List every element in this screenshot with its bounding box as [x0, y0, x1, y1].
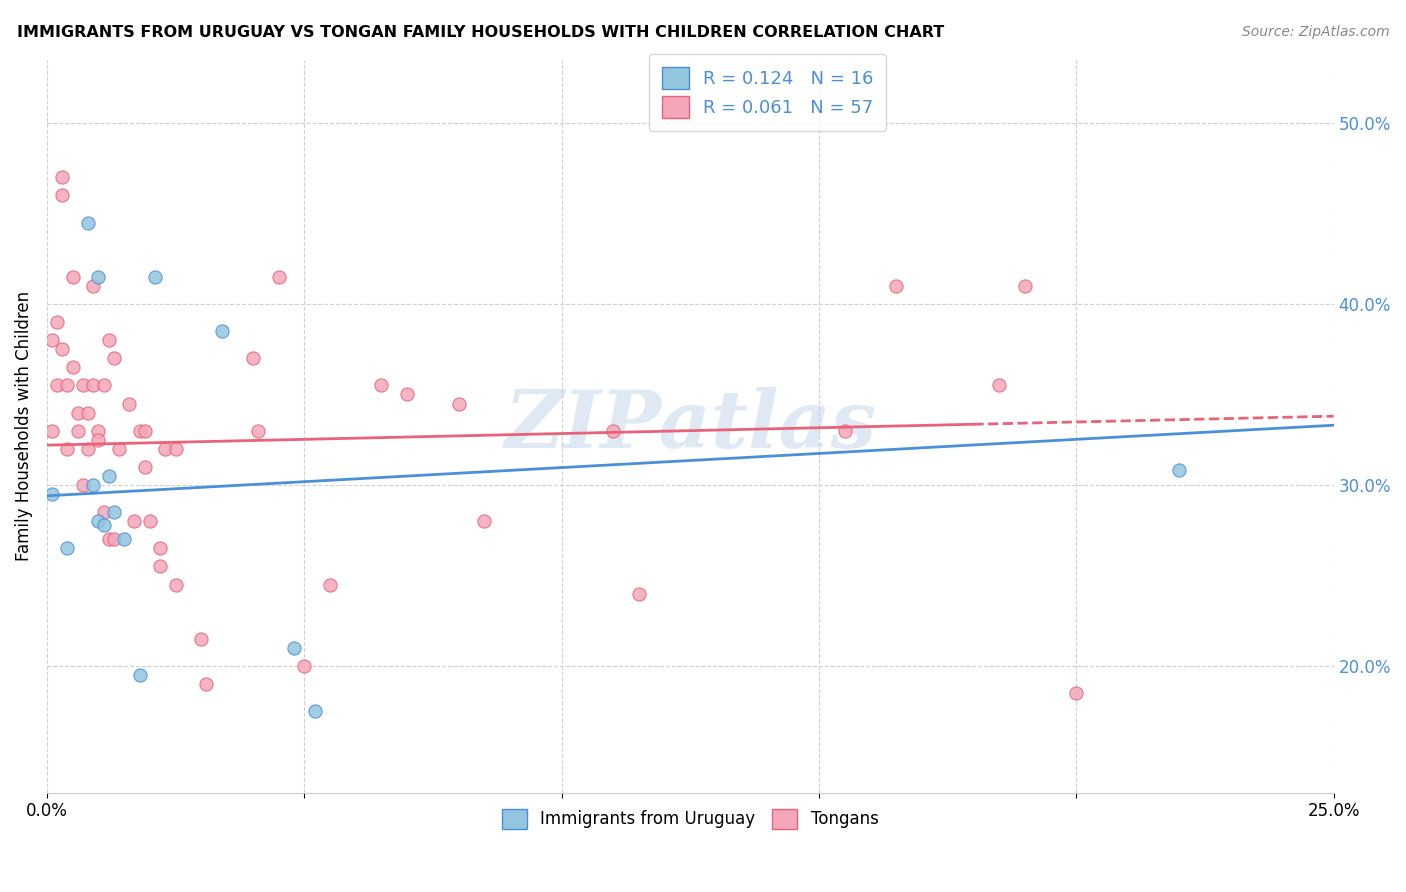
Point [195, 677, 218, 691]
Point [62, 269, 84, 284]
Point [211, 324, 233, 338]
Point [77, 442, 100, 456]
Point [143, 269, 166, 284]
Point [134, 459, 156, 474]
Point [447, 396, 470, 410]
Point [884, 278, 907, 293]
Point [51, 342, 73, 356]
Point [103, 533, 125, 547]
Point [155, 442, 177, 456]
Point [97, 333, 120, 347]
Point [112, 533, 135, 547]
Point [834, 424, 856, 438]
Point [97, 469, 120, 483]
Point [108, 442, 131, 456]
Point [165, 577, 187, 591]
Point [128, 424, 150, 438]
Point [56, 378, 79, 392]
Point [46, 315, 69, 329]
Point [82, 478, 104, 492]
Point [97, 533, 120, 547]
Point [474, 514, 496, 528]
Point [66, 406, 89, 420]
Point [66, 424, 89, 438]
Point [118, 396, 141, 410]
Point [103, 351, 125, 366]
Text: ZIPatlas: ZIPatlas [505, 387, 876, 465]
Point [283, 640, 305, 655]
Point [56, 541, 79, 556]
Point [51, 188, 73, 202]
Point [87, 269, 110, 284]
Point [77, 215, 100, 229]
Point [87, 433, 110, 447]
Point [139, 514, 162, 528]
Point [304, 704, 326, 718]
Point [165, 442, 187, 456]
Point [93, 378, 115, 392]
Point [56, 442, 79, 456]
Point [128, 668, 150, 682]
Y-axis label: Family Households with Children: Family Households with Children [15, 291, 32, 561]
Point [242, 351, 264, 366]
Point [82, 378, 104, 392]
Point [103, 505, 125, 519]
Point [246, 424, 269, 438]
Point [149, 559, 172, 574]
Point [82, 278, 104, 293]
Point [77, 406, 100, 420]
Point [51, 170, 73, 185]
Point [149, 541, 172, 556]
Point [1168, 463, 1191, 477]
Point [602, 424, 624, 438]
Point [988, 378, 1011, 392]
Point [93, 505, 115, 519]
Point [72, 478, 94, 492]
Point [396, 387, 419, 401]
Point [87, 424, 110, 438]
Point [93, 517, 115, 532]
Point [627, 586, 650, 600]
Text: Source: ZipAtlas.com: Source: ZipAtlas.com [1241, 25, 1389, 39]
Legend: Immigrants from Uruguay, Tongans: Immigrants from Uruguay, Tongans [495, 802, 886, 836]
Point [319, 577, 342, 591]
Point [1014, 278, 1036, 293]
Point [62, 360, 84, 375]
Text: IMMIGRANTS FROM URUGUAY VS TONGAN FAMILY HOUSEHOLDS WITH CHILDREN CORRELATION CH: IMMIGRANTS FROM URUGUAY VS TONGAN FAMILY… [17, 25, 943, 40]
Point [124, 514, 146, 528]
Point [87, 514, 110, 528]
Point [41, 487, 63, 501]
Point [46, 378, 69, 392]
Point [370, 378, 392, 392]
Point [190, 632, 212, 646]
Point [1064, 686, 1087, 700]
Point [134, 424, 156, 438]
Point [267, 269, 290, 284]
Point [41, 333, 63, 347]
Point [292, 659, 315, 673]
Point [41, 424, 63, 438]
Point [72, 378, 94, 392]
